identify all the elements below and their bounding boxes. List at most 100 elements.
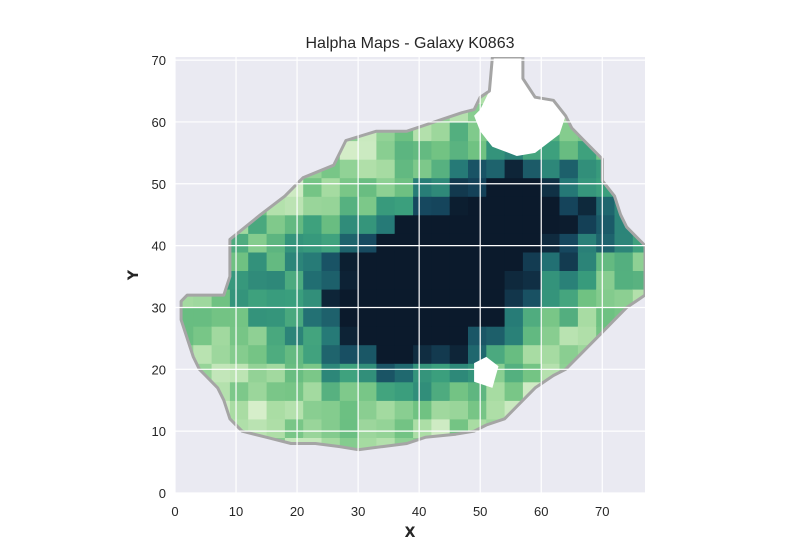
heatmap-cell <box>559 307 579 327</box>
y-tick-label: 50 <box>152 177 166 192</box>
heatmap-cell <box>632 251 645 271</box>
heatmap-cell <box>449 270 469 290</box>
heatmap-cell <box>431 159 451 179</box>
heatmap-cell <box>486 307 506 327</box>
heatmap-cell <box>376 344 396 364</box>
heatmap-cell <box>431 363 451 383</box>
heatmap-cell <box>193 307 213 327</box>
heatmap-cell <box>284 381 304 401</box>
heatmap-cell <box>376 196 396 216</box>
heatmap-cell <box>321 307 341 327</box>
heatmap-cell <box>614 233 634 253</box>
heatmap-cell <box>413 418 432 438</box>
heatmap-cell <box>449 214 469 234</box>
heatmap-cell <box>486 344 506 364</box>
heatmap-cell <box>284 288 304 309</box>
y-tick-label: 30 <box>152 300 166 315</box>
heatmap-cell <box>413 381 432 401</box>
heatmap-cell <box>266 251 286 271</box>
heatmap-cell <box>577 159 597 179</box>
heatmap-cell <box>541 251 561 271</box>
heatmap-cell <box>449 381 469 401</box>
heatmap-cell <box>303 288 323 309</box>
map-contour <box>179 57 645 452</box>
heatmap-cell <box>284 214 304 234</box>
heatmap-cell <box>229 400 249 420</box>
x-tick-label: 0 <box>171 504 178 519</box>
heatmap-cell <box>449 400 469 420</box>
heatmap-cell <box>266 400 286 420</box>
heatmap-cell <box>431 251 451 271</box>
heatmap-cell <box>266 381 286 401</box>
heatmap-cell <box>339 214 359 234</box>
heatmap-cell <box>321 418 341 438</box>
heatmap-cell <box>468 288 487 309</box>
heatmap-cell <box>248 251 268 271</box>
heatmap-cell <box>284 344 304 364</box>
heatmap-cell <box>358 270 377 290</box>
heatmap-cell <box>303 363 323 383</box>
heatmap-cell <box>449 326 469 346</box>
heatmap-cell <box>413 159 432 179</box>
heatmap-cell <box>559 214 579 234</box>
heatmap-cell <box>522 233 542 253</box>
y-tick-labels: 0 10 20 30 40 50 60 70 <box>152 53 166 501</box>
heatmap-cell <box>358 140 377 160</box>
heatmap-cell <box>577 233 597 253</box>
heatmap-cell <box>321 344 341 364</box>
heatmap-cell <box>376 251 396 271</box>
heatmap-cell <box>541 288 561 309</box>
heatmap-cell <box>266 270 286 290</box>
heatmap-cell <box>614 251 634 271</box>
heatmap-cell <box>413 326 432 346</box>
heatmap-cell <box>303 418 323 438</box>
heatmap-cell <box>321 363 341 383</box>
heatmap-cell <box>468 307 487 327</box>
x-tick-labels: 0 10 20 30 40 50 60 70 <box>171 504 609 519</box>
heatmap-cell <box>321 214 341 234</box>
heatmap-cell <box>394 418 414 438</box>
heatmap-cell <box>376 159 396 179</box>
heatmap-cell <box>413 400 432 420</box>
heatmap-cell <box>394 270 414 290</box>
masked-region <box>474 57 566 156</box>
heatmap-cell <box>211 344 231 364</box>
heatmap-cell <box>614 270 634 290</box>
heatmap-cell <box>321 233 341 253</box>
heatmap-cell <box>413 177 432 197</box>
heatmap-cell <box>321 400 341 420</box>
heatmap-cell <box>339 418 359 438</box>
heatmap-cell <box>376 214 396 234</box>
heatmap-cell <box>522 307 542 327</box>
heatmap-cell <box>394 196 414 216</box>
heatmap-cell <box>339 288 359 309</box>
heatmap-cell <box>376 177 396 197</box>
heatmap-cell <box>468 177 487 197</box>
x-tick-label: 10 <box>229 504 243 519</box>
heatmap-cell <box>486 400 506 420</box>
y-tick-label: 70 <box>152 53 166 68</box>
heatmap-cell <box>522 214 542 234</box>
y-tick-label: 20 <box>152 362 166 377</box>
heatmap-cell <box>413 214 432 234</box>
heatmap-cell <box>358 251 377 271</box>
grid-lines <box>175 57 645 493</box>
heatmap-cell <box>358 288 377 309</box>
heatmap-cell <box>303 196 323 216</box>
heatmap-cell <box>394 140 414 160</box>
heatmap-cell <box>358 307 377 327</box>
heatmap-cell <box>339 233 359 253</box>
heatmap-cell <box>394 363 414 383</box>
heatmap-cell <box>559 140 579 160</box>
heatmap-cell <box>339 344 359 364</box>
heatmap-cell <box>376 363 396 383</box>
heatmap-cell <box>284 307 304 327</box>
heatmap-cell <box>431 270 451 290</box>
heatmap-cell <box>339 177 359 197</box>
heatmap-cell <box>541 344 561 364</box>
heatmap-cell <box>193 344 213 364</box>
heatmap-cell <box>431 196 451 216</box>
heatmap-cell <box>376 270 396 290</box>
heatmap-cell <box>541 326 561 346</box>
heatmap-cell <box>248 363 268 383</box>
